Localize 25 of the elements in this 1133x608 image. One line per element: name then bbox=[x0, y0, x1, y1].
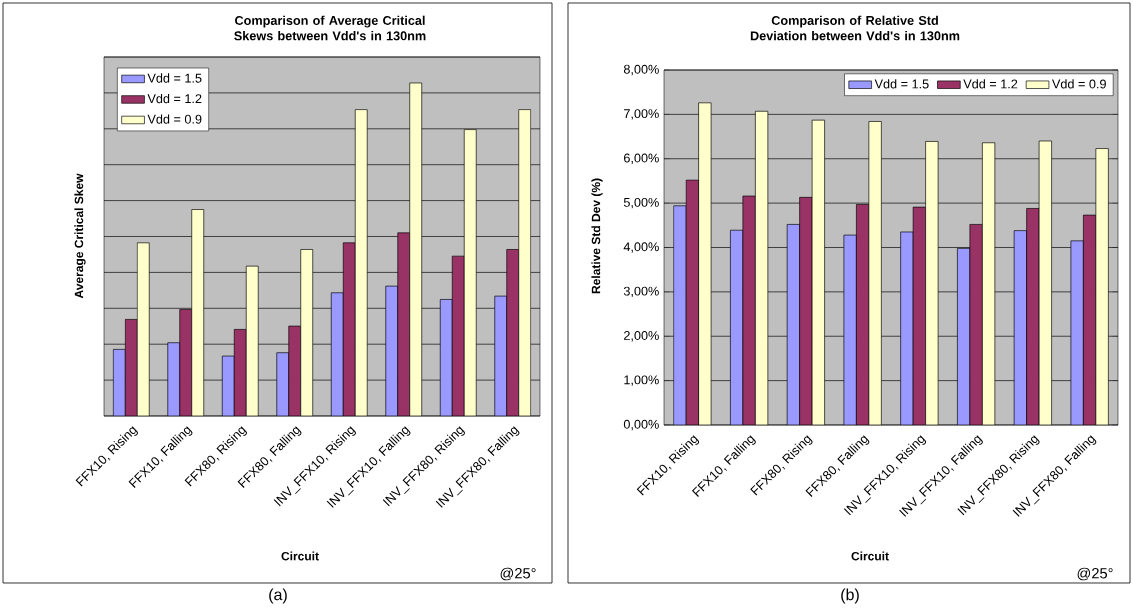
y-tick-label: 4,00% bbox=[623, 242, 659, 253]
text: (b) bbox=[841, 588, 859, 604]
legend-label: Vdd = 0.9 bbox=[147, 114, 202, 124]
legend-label: Vdd = 1.5 bbox=[874, 79, 929, 89]
y-tick-label: 3,00% bbox=[623, 286, 659, 298]
x-axis-title: Circuit bbox=[281, 551, 319, 561]
text: (a) bbox=[269, 588, 287, 604]
y-axis-title: Average Critical Skew bbox=[74, 173, 86, 299]
y-tick-label: 7,00% bbox=[624, 109, 659, 120]
chart-title: Comparison of Relative Std Deviation between Vdd's in 130nm bbox=[750, 15, 960, 41]
legend-label: Vdd = 1.5 bbox=[147, 73, 202, 83]
y-tick-label: 6,00% bbox=[624, 153, 659, 165]
y-tick-label: 5,00% bbox=[623, 197, 659, 209]
legend-label: Vdd = 1.2 bbox=[147, 93, 202, 104]
y-tick-label: 8,00% bbox=[623, 64, 659, 76]
y-axis-title: Relative Std Dev (%) bbox=[591, 178, 603, 294]
text: @25° bbox=[1077, 567, 1113, 581]
legend-label: Vdd = 1.2 bbox=[963, 79, 1018, 89]
text: @25° bbox=[500, 567, 536, 581]
x-axis-title: Circuit bbox=[851, 551, 889, 561]
chart-title: Comparison of Average Critical Skews between Vdd's in 130nm bbox=[234, 15, 426, 41]
legend-label: Vdd = 0.9 bbox=[1052, 79, 1106, 89]
y-tick-label: 2,00% bbox=[624, 331, 659, 342]
y-tick-label: 1,00% bbox=[624, 375, 659, 386]
y-tick-label: 0,00% bbox=[623, 419, 659, 431]
